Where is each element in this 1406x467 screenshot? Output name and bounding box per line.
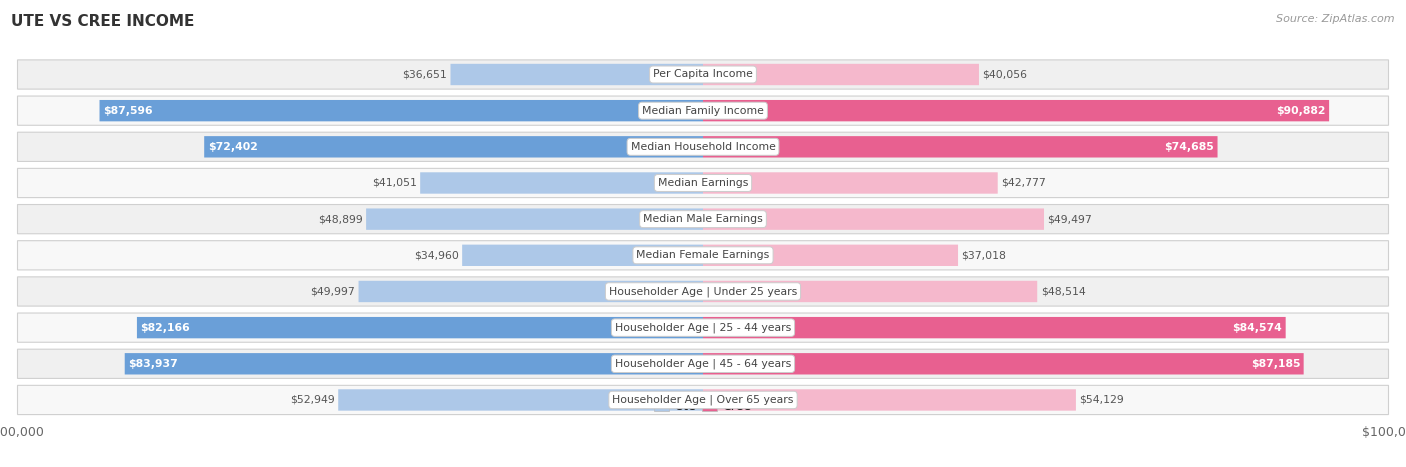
FancyBboxPatch shape	[366, 208, 703, 230]
Text: $87,596: $87,596	[103, 106, 153, 116]
Text: Householder Age | Over 65 years: Householder Age | Over 65 years	[612, 395, 794, 405]
Text: $52,949: $52,949	[290, 395, 335, 405]
Text: Median Household Income: Median Household Income	[630, 142, 776, 152]
FancyBboxPatch shape	[17, 349, 1389, 378]
Text: Householder Age | Under 25 years: Householder Age | Under 25 years	[609, 286, 797, 297]
FancyBboxPatch shape	[703, 64, 979, 85]
Text: UTE VS CREE INCOME: UTE VS CREE INCOME	[11, 14, 194, 29]
FancyBboxPatch shape	[17, 205, 1389, 234]
Text: $90,882: $90,882	[1277, 106, 1326, 116]
Text: $74,685: $74,685	[1164, 142, 1215, 152]
FancyBboxPatch shape	[17, 241, 1389, 270]
Text: $42,777: $42,777	[1001, 178, 1046, 188]
Text: $83,937: $83,937	[128, 359, 179, 369]
FancyBboxPatch shape	[100, 100, 703, 121]
Text: $49,997: $49,997	[311, 286, 356, 297]
Text: Median Male Earnings: Median Male Earnings	[643, 214, 763, 224]
Text: $48,899: $48,899	[318, 214, 363, 224]
Text: Median Female Earnings: Median Female Earnings	[637, 250, 769, 260]
Text: Householder Age | 25 - 44 years: Householder Age | 25 - 44 years	[614, 322, 792, 333]
FancyBboxPatch shape	[703, 281, 1038, 302]
FancyBboxPatch shape	[17, 313, 1389, 342]
Text: $37,018: $37,018	[962, 250, 1007, 260]
Legend: Ute, Cree: Ute, Cree	[650, 395, 756, 417]
Text: Householder Age | 45 - 64 years: Householder Age | 45 - 64 years	[614, 359, 792, 369]
FancyBboxPatch shape	[17, 385, 1389, 415]
Text: Per Capita Income: Per Capita Income	[652, 70, 754, 79]
FancyBboxPatch shape	[17, 169, 1389, 198]
FancyBboxPatch shape	[420, 172, 703, 194]
Text: $36,651: $36,651	[402, 70, 447, 79]
Text: $49,497: $49,497	[1047, 214, 1092, 224]
FancyBboxPatch shape	[703, 208, 1045, 230]
FancyBboxPatch shape	[125, 353, 703, 375]
FancyBboxPatch shape	[359, 281, 703, 302]
FancyBboxPatch shape	[450, 64, 703, 85]
Text: $87,185: $87,185	[1251, 359, 1301, 369]
FancyBboxPatch shape	[136, 317, 703, 338]
Text: Median Earnings: Median Earnings	[658, 178, 748, 188]
FancyBboxPatch shape	[17, 96, 1389, 125]
Text: $40,056: $40,056	[983, 70, 1028, 79]
Text: $82,166: $82,166	[141, 323, 190, 333]
FancyBboxPatch shape	[703, 317, 1285, 338]
FancyBboxPatch shape	[17, 277, 1389, 306]
FancyBboxPatch shape	[703, 172, 998, 194]
Text: Source: ZipAtlas.com: Source: ZipAtlas.com	[1277, 14, 1395, 24]
FancyBboxPatch shape	[17, 132, 1389, 162]
Text: Median Family Income: Median Family Income	[643, 106, 763, 116]
Text: $72,402: $72,402	[208, 142, 257, 152]
FancyBboxPatch shape	[204, 136, 703, 157]
FancyBboxPatch shape	[339, 389, 703, 410]
Text: $41,051: $41,051	[371, 178, 416, 188]
FancyBboxPatch shape	[463, 245, 703, 266]
Text: $84,574: $84,574	[1233, 323, 1282, 333]
Text: $34,960: $34,960	[413, 250, 458, 260]
FancyBboxPatch shape	[17, 60, 1389, 89]
FancyBboxPatch shape	[703, 389, 1076, 410]
FancyBboxPatch shape	[703, 245, 957, 266]
FancyBboxPatch shape	[703, 100, 1329, 121]
Text: $54,129: $54,129	[1080, 395, 1125, 405]
FancyBboxPatch shape	[703, 353, 1303, 375]
FancyBboxPatch shape	[703, 136, 1218, 157]
Text: $48,514: $48,514	[1040, 286, 1085, 297]
